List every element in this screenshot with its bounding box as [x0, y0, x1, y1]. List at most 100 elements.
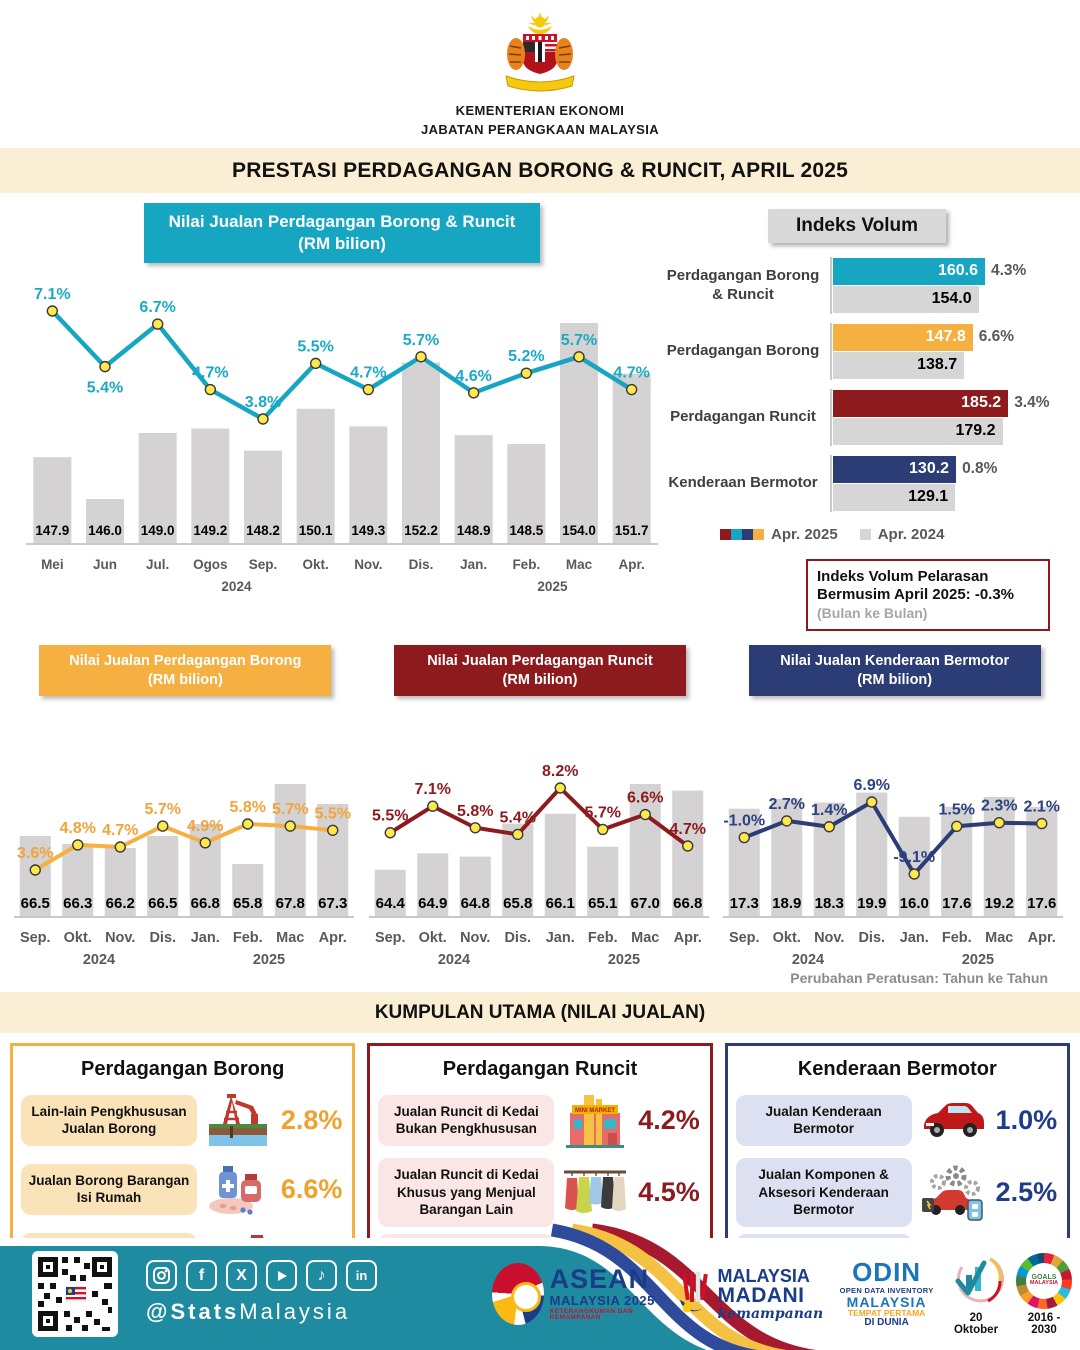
svg-text:66.1: 66.1	[545, 895, 574, 912]
svg-text:147.9: 147.9	[35, 523, 69, 538]
facebook-icon: f	[186, 1260, 217, 1291]
svg-text:4.6%: 4.6%	[455, 368, 491, 385]
kumpulan-heading: KUMPULAN UTAMA (NILAI JUALAN)	[0, 992, 1080, 1034]
svg-text:150.1: 150.1	[299, 523, 333, 538]
asean-swirl-icon	[492, 1263, 544, 1325]
svg-text:4.9%: 4.9%	[187, 818, 223, 835]
social-handle: @StatsMalaysia	[146, 1299, 351, 1324]
volume-index-row: Perdagangan Borong & Runcit 160.6 4.3% 154.…	[662, 256, 1052, 314]
svg-text:Nov.: Nov.	[460, 930, 490, 946]
car-icon	[912, 1089, 994, 1151]
item-label: Lain-lain Pengkhususan Jualan Borong	[21, 1094, 197, 1146]
svg-text:66.8: 66.8	[673, 895, 702, 912]
svg-text:Mac: Mac	[985, 930, 1013, 946]
stats-day-caption: 20 Oktober	[953, 1311, 999, 1336]
volume-index-title: Indeks Volum	[768, 208, 946, 243]
svg-text:-1.0%: -1.0%	[724, 813, 766, 830]
svg-text:MINI MARKET: MINI MARKET	[575, 1108, 615, 1114]
svg-text:16.0: 16.0	[900, 895, 929, 912]
chart-kenderaan-title: Nilai Jualan Kenderaan Bermotor (RM bili…	[748, 644, 1041, 697]
item-value: 2.5%	[995, 1177, 1058, 1208]
svg-text:66.2: 66.2	[106, 895, 135, 912]
svg-text:6.9%: 6.9%	[854, 777, 890, 794]
department-name: JABATAN PERANGKAAN MALAYSIA	[420, 121, 660, 137]
svg-text:Jan.: Jan.	[191, 930, 220, 946]
svg-text:67.8: 67.8	[276, 895, 305, 912]
svg-text:2024: 2024	[792, 952, 824, 968]
svg-text:66.5: 66.5	[148, 895, 177, 912]
svg-text:149.2: 149.2	[193, 523, 227, 538]
seasonal-adjustment-note: Indeks Volum Pelarasan Bermusim April 20…	[806, 558, 1050, 631]
volume-index-panel: Indeks Volum Perdagangan Borong & Runcit…	[662, 203, 1066, 631]
svg-text:19.9: 19.9	[857, 895, 886, 912]
svg-text:5.4%: 5.4%	[87, 380, 123, 397]
group-title: Perdagangan Borong	[80, 1058, 285, 1081]
malaysia-flag	[65, 1286, 87, 1302]
chart-borong-title: Nilai Jualan Perdagangan Borong (RM bili…	[39, 644, 332, 697]
svg-text:4.7%: 4.7%	[192, 364, 228, 381]
group-item: Jualan Runcit di Kedai Khusus yang Menju…	[378, 1158, 701, 1228]
svg-text:Dis.: Dis.	[409, 557, 434, 572]
svg-text:7.1%: 7.1%	[414, 782, 450, 799]
svg-text:18.9: 18.9	[772, 895, 801, 912]
svg-text:4.7%: 4.7%	[350, 364, 386, 381]
item-value: 4.2%	[638, 1104, 700, 1135]
svg-text:Ogos: Ogos	[193, 557, 228, 572]
social-media-block: f X ♪ in @StatsMalaysia	[146, 1260, 377, 1325]
volume-row-label: Kenderaan Bermotor	[668, 474, 818, 492]
svg-text:65.8: 65.8	[503, 895, 532, 912]
x-twitter-icon: X	[226, 1260, 257, 1291]
volume-bar-2025: 185.2	[833, 389, 1009, 417]
svg-text:148.5: 148.5	[509, 523, 543, 538]
svg-text:66.5: 66.5	[21, 895, 50, 912]
svg-text:5.4%: 5.4%	[499, 810, 535, 827]
svg-text:148.9: 148.9	[457, 523, 491, 538]
madani-emblem-icon	[679, 1271, 708, 1313]
svg-text:Nov.: Nov.	[814, 930, 844, 946]
svg-text:2025: 2025	[608, 952, 640, 968]
svg-text:6.7%: 6.7%	[139, 299, 175, 316]
svg-text:4.8%: 4.8%	[60, 820, 96, 837]
svg-text:67.3: 67.3	[318, 895, 347, 912]
svg-text:Nov.: Nov.	[354, 557, 382, 572]
svg-text:3.6%: 3.6%	[17, 845, 53, 862]
svg-text:Jan.: Jan.	[460, 557, 487, 572]
svg-text:4.7%: 4.7%	[102, 822, 138, 839]
svg-text:64.8: 64.8	[460, 895, 489, 912]
oil-rig-icon	[197, 1089, 279, 1151]
svg-text:Jul.: Jul.	[146, 557, 169, 572]
main-section: Nilai Jualan Perdagangan Borong & Runcit…	[0, 193, 1080, 631]
legend-label: Apr. 2025	[771, 525, 838, 543]
item-label: Jualan Borong Barangan Isi Rumah	[21, 1163, 197, 1215]
svg-text:Okt.: Okt.	[64, 930, 92, 946]
legend-label: Apr. 2024	[877, 525, 945, 543]
tiktok-icon: ♪	[306, 1260, 337, 1291]
svg-text:Nov.: Nov.	[105, 930, 135, 946]
qr-code	[32, 1251, 118, 1337]
svg-text:148.2: 148.2	[246, 523, 280, 538]
bar-line-chart-borong: 66.5 Sep. 66.3 Okt. 66.2 Nov. 66.5 Dis. 66.8 Jan.…	[14, 704, 357, 968]
group-item: Jualan Runcit di Kedai Bukan Pengkhususa…	[378, 1089, 701, 1151]
volume-index-row: Kenderaan Bermotor 130.2 0.8% 129.1	[662, 454, 1052, 512]
svg-text:2025: 2025	[537, 579, 568, 594]
svg-text:3.8%: 3.8%	[245, 394, 281, 411]
svg-text:4.7%: 4.7%	[613, 364, 649, 381]
group-title: Perdagangan Runcit	[442, 1058, 638, 1081]
volume-index-legend: Apr. 2025 Apr. 2024	[720, 526, 1052, 543]
svg-text:Mac: Mac	[276, 930, 304, 946]
group-title: Kenderaan Bermotor	[797, 1058, 997, 1081]
svg-text:67.0: 67.0	[630, 895, 659, 912]
svg-text:Apr.: Apr.	[619, 557, 645, 572]
sdg-caption: 2016 - 2030	[1027, 1311, 1061, 1336]
asean-2025-logo: ASEAN MALAYSIA 2025 KETERANGKUMAN DAN KE…	[492, 1263, 664, 1325]
header: KEMENTERIAN EKONOMI JABATAN PERANGKAAN M…	[0, 0, 1080, 140]
sub-charts-row: Nilai Jualan Perdagangan Borong (RM bili…	[0, 644, 1080, 968]
ministry-name: KEMENTERIAN EKONOMI	[455, 103, 625, 118]
volume-row-label: Perdagangan Borong & Runcit	[666, 266, 820, 304]
svg-text:Okt.: Okt.	[418, 930, 446, 946]
svg-text:-9.1%: -9.1%	[894, 849, 936, 866]
svg-text:5.7%: 5.7%	[584, 805, 620, 822]
svg-text:6.6%: 6.6%	[627, 790, 663, 807]
legend-swatch	[720, 528, 731, 540]
svg-text:Sep.: Sep.	[249, 557, 278, 572]
